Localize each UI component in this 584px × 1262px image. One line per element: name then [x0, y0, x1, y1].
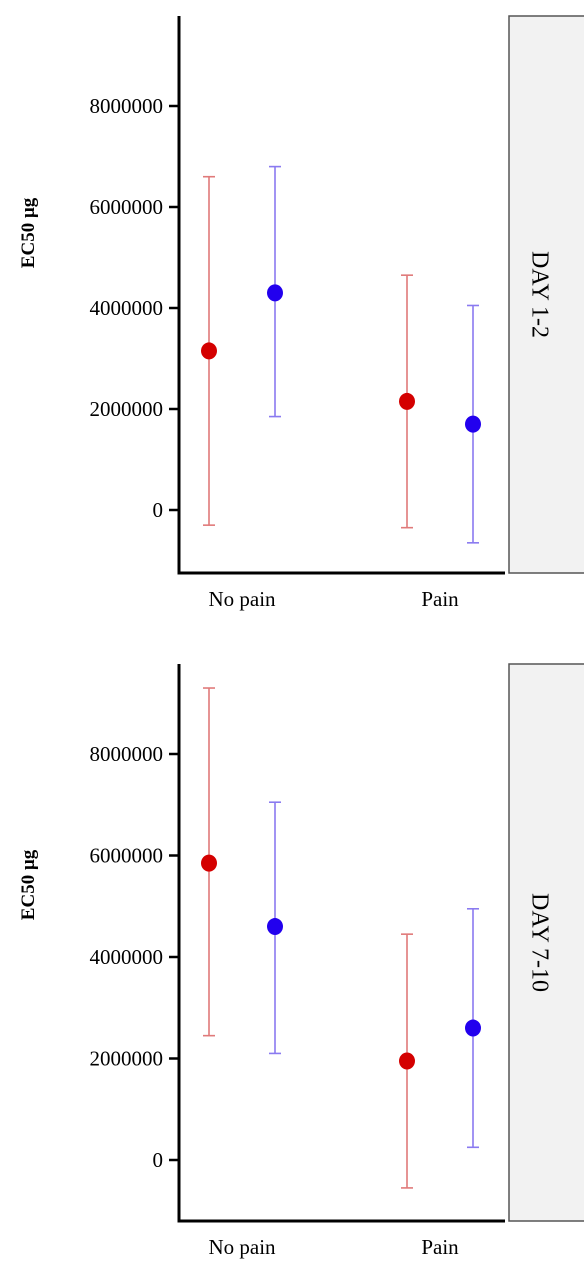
facet-strip: [508, 15, 584, 574]
data-point: [267, 918, 283, 936]
facet-strip-label: DAY 7-10: [526, 893, 552, 992]
data-point: [399, 1052, 415, 1070]
data-point: [201, 342, 217, 360]
data-point: [267, 284, 283, 302]
y-tick-label: 2000000: [90, 1047, 164, 1071]
data-point: [465, 1019, 481, 1037]
y-tick-label: 2000000: [90, 397, 164, 421]
y-tick-label: 6000000: [90, 195, 164, 219]
y-tick-label: 8000000: [90, 742, 164, 766]
x-category-label: No pain: [208, 587, 276, 611]
y-tick-label: 8000000: [90, 94, 164, 118]
y-axis-label: EC50 μg: [18, 849, 39, 920]
facet-strip: [508, 663, 584, 1222]
y-tick-label: 0: [153, 498, 164, 522]
data-point: [399, 392, 415, 410]
data-point: [465, 415, 481, 433]
x-category-label: Pain: [421, 1235, 459, 1259]
facet-strip-label: DAY 1-2: [526, 251, 552, 338]
x-category-label: Pain: [421, 587, 459, 611]
y-tick-label: 6000000: [90, 844, 164, 868]
y-tick-label: 4000000: [90, 296, 164, 320]
y-tick-label: 4000000: [90, 945, 164, 969]
y-axis-label: EC50 μg: [18, 197, 39, 268]
data-point: [201, 854, 217, 872]
y-tick-label: 0: [153, 1148, 164, 1172]
x-category-label: No pain: [208, 1235, 276, 1259]
